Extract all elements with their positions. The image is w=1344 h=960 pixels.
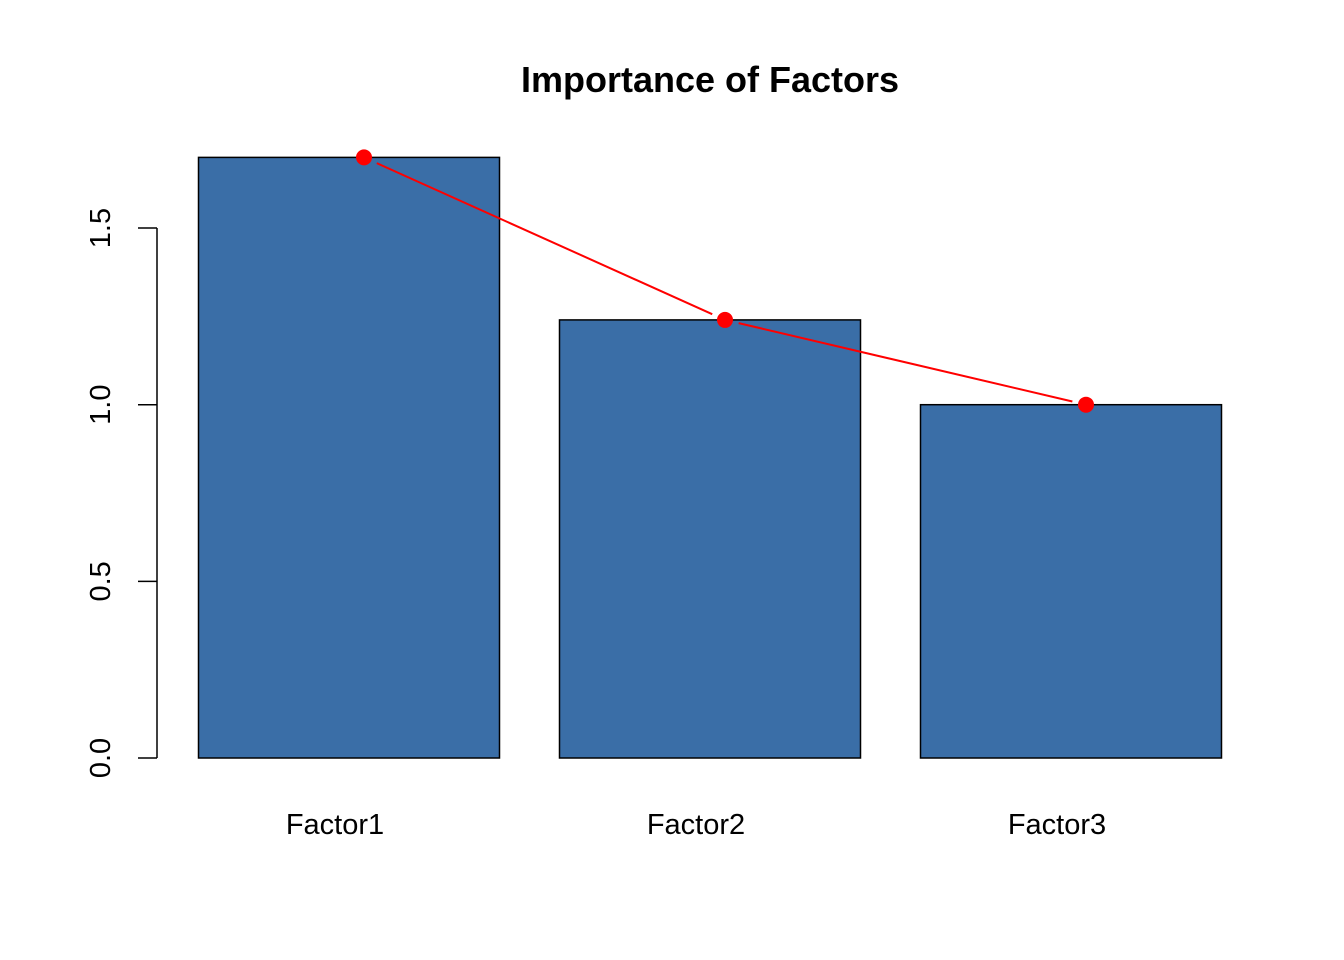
y-axis: 0.0 0.5 1.0 1.5 [85,208,158,778]
trend-point-factor1 [356,149,372,166]
x-tick-label-factor1: Factor1 [286,809,384,841]
y-tick-label-3: 1.5 [85,208,117,248]
x-tick-label-factor2: Factor2 [647,809,745,841]
trend-point-factor3 [1078,396,1094,413]
y-tick-label-0: 0.0 [85,738,117,778]
bar-factor3 [919,403,1223,759]
y-tick-label-1: 0.5 [85,561,117,601]
x-axis-labels: Factor1 Factor2 Factor3 [286,809,1106,841]
bar-factor2 [558,319,862,759]
x-tick-label-factor3: Factor3 [1008,809,1106,841]
chart-title: Importance of Factors [521,59,899,100]
trend-point-factor2 [717,311,733,328]
trend-segment-1 [376,162,713,316]
overlay-group [356,149,1094,413]
trend-segment-2 [738,322,1073,403]
y-tick-label-2: 1.0 [85,385,117,425]
bar-factor1 [197,156,501,759]
bars-group [197,156,1223,759]
